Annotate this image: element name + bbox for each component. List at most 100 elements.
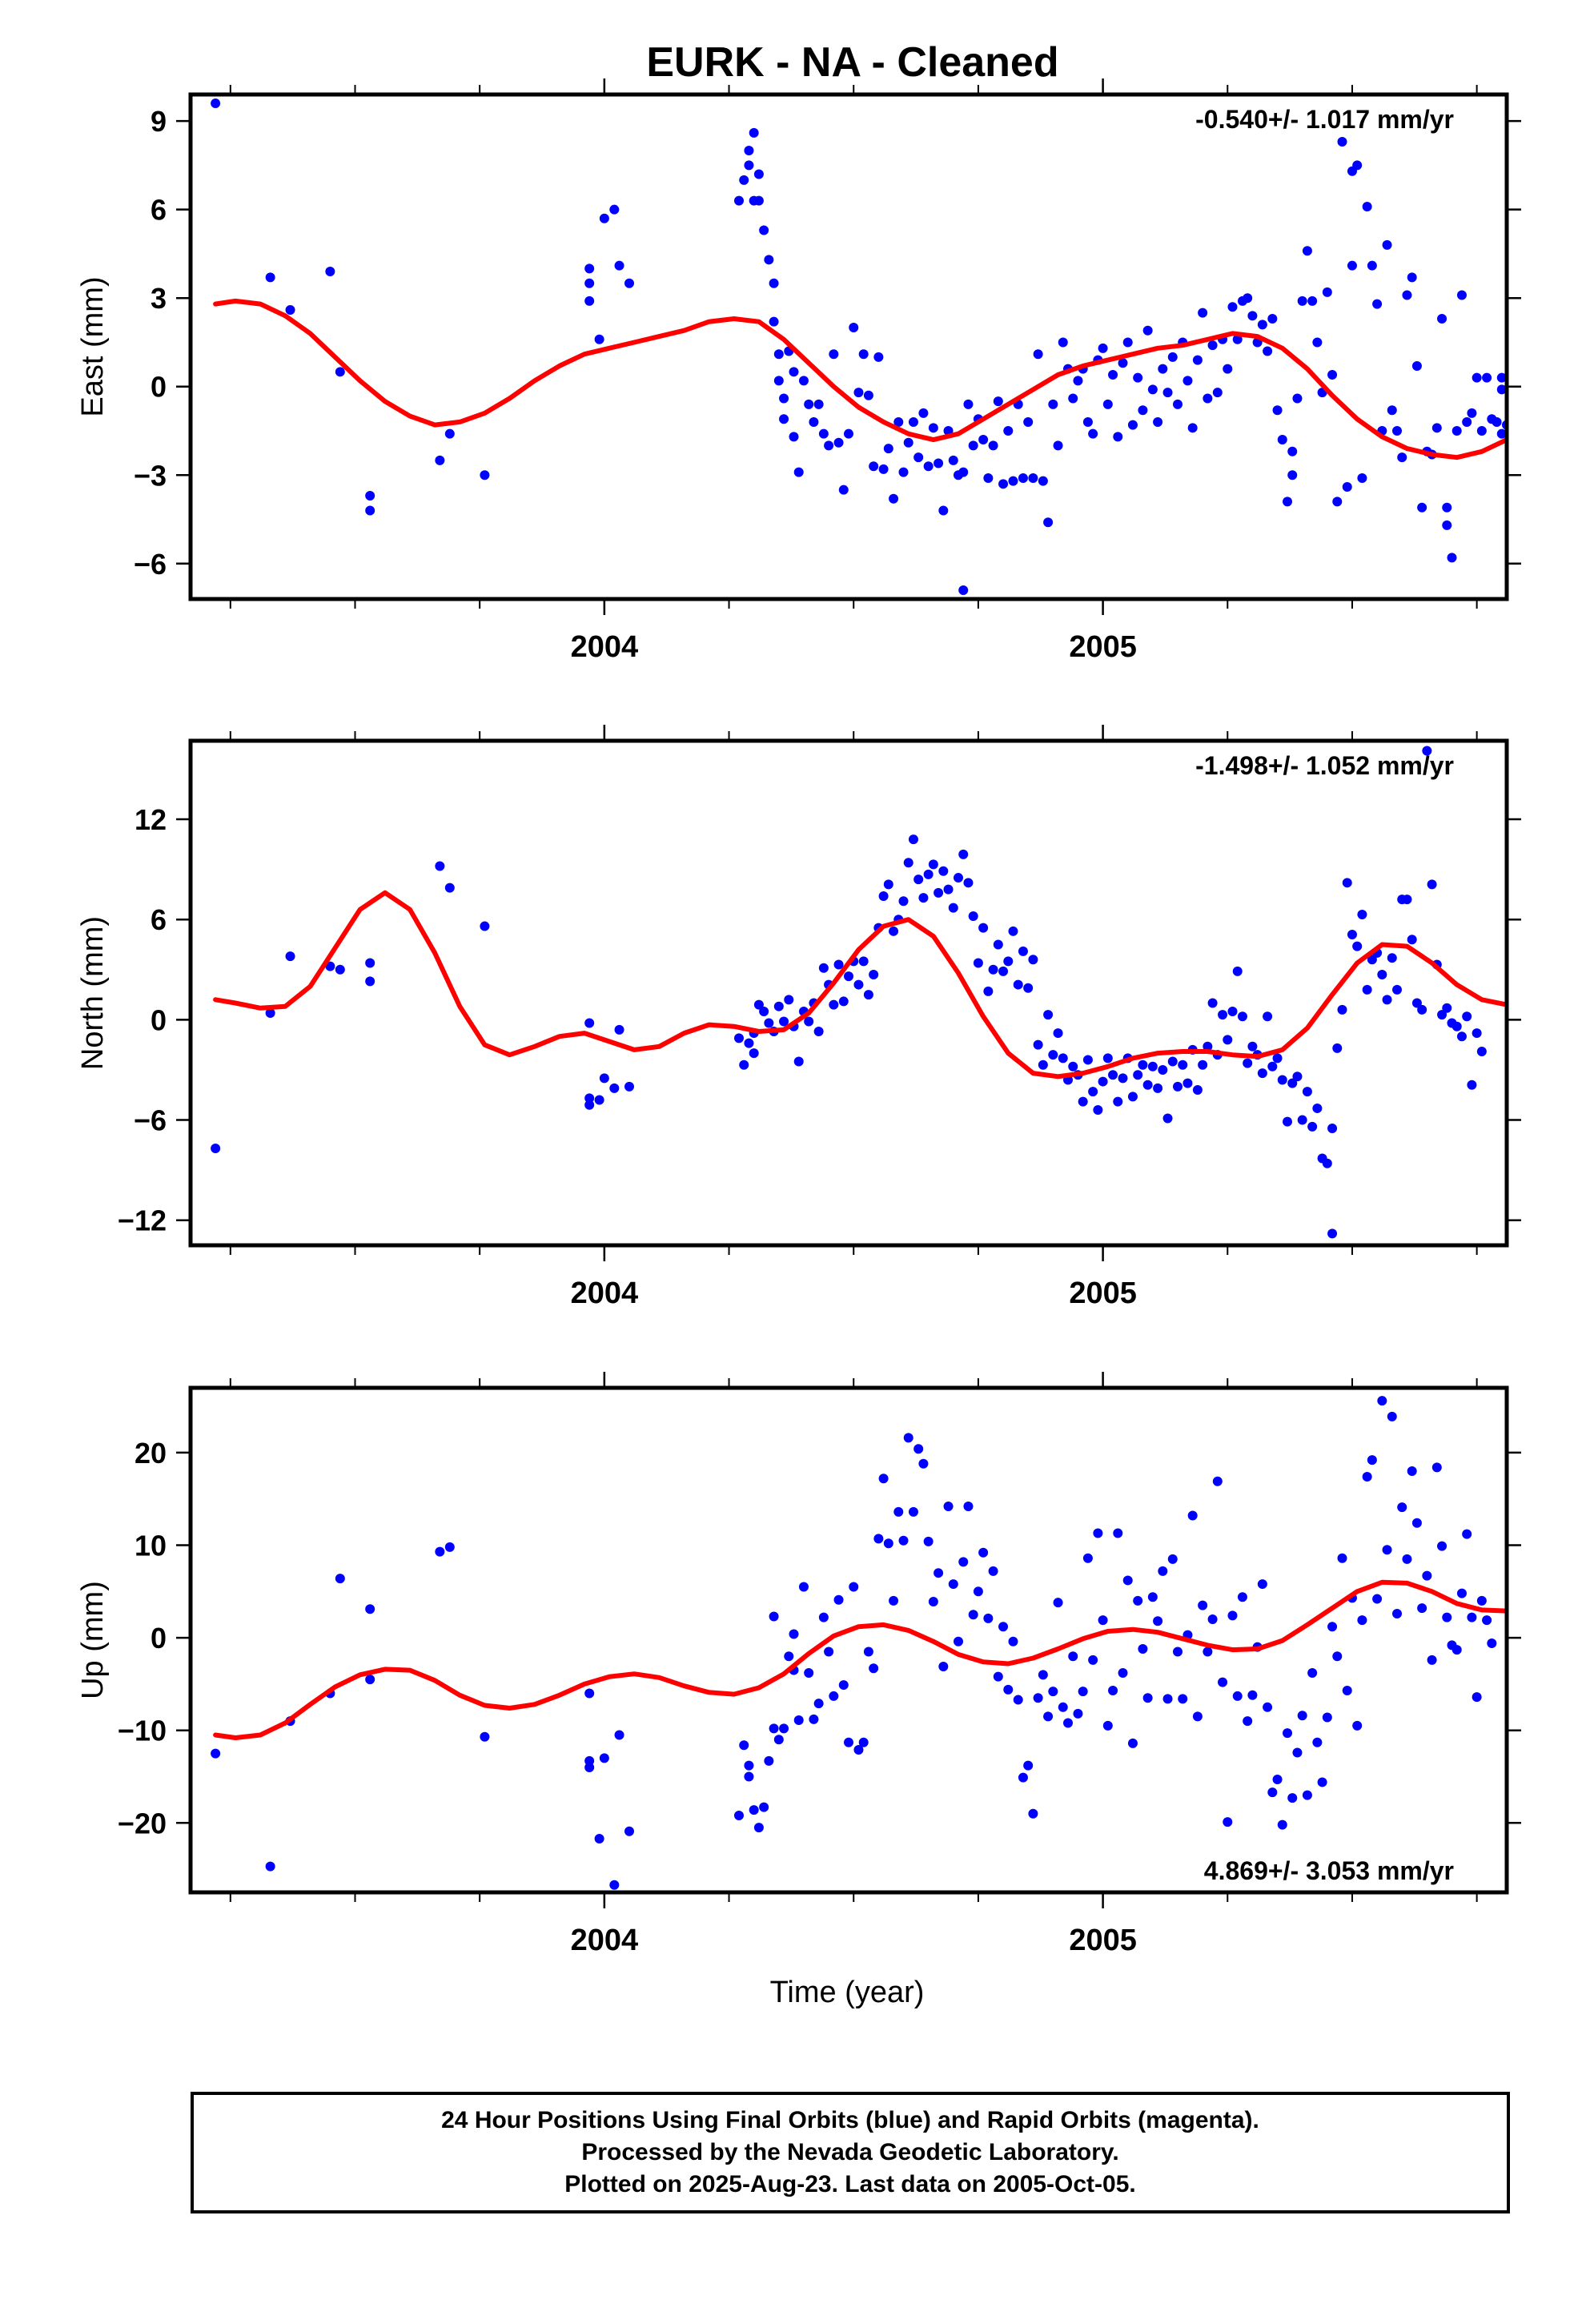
data-point bbox=[1297, 1115, 1307, 1125]
data-point bbox=[584, 1100, 595, 1110]
footer-line-1: 24 Hour Positions Using Final Orbits (bl… bbox=[441, 2107, 1259, 2133]
data-point bbox=[1263, 1011, 1273, 1022]
y-tick-label: −20 bbox=[118, 1807, 167, 1839]
data-point bbox=[1078, 1687, 1088, 1697]
data-point bbox=[1018, 946, 1028, 956]
data-point bbox=[1133, 372, 1143, 383]
data-point bbox=[809, 416, 819, 427]
data-point bbox=[1227, 1610, 1238, 1621]
data-point bbox=[1053, 1028, 1063, 1039]
data-point bbox=[480, 470, 490, 480]
data-point bbox=[285, 951, 295, 962]
data-point bbox=[978, 435, 989, 445]
data-point bbox=[1327, 1622, 1338, 1632]
data-point bbox=[1292, 1747, 1303, 1758]
data-point bbox=[1307, 296, 1318, 306]
data-point bbox=[1167, 1056, 1178, 1067]
data-point bbox=[804, 399, 814, 409]
data-point bbox=[1088, 1087, 1098, 1097]
data-point bbox=[1431, 1462, 1442, 1473]
data-point bbox=[1427, 879, 1437, 890]
data-point bbox=[1237, 1592, 1247, 1602]
data-point bbox=[1033, 1039, 1043, 1050]
y-tick-label: 0 bbox=[151, 1622, 167, 1655]
y-tick-label: 0 bbox=[151, 371, 167, 404]
data-point bbox=[1023, 983, 1034, 993]
data-point bbox=[1182, 376, 1193, 386]
data-point bbox=[1008, 476, 1018, 486]
data-point bbox=[1058, 1702, 1068, 1712]
data-point bbox=[764, 1755, 774, 1766]
data-point bbox=[759, 1006, 769, 1016]
data-point bbox=[773, 349, 784, 360]
data-point bbox=[1377, 970, 1387, 980]
data-point bbox=[1247, 311, 1258, 321]
data-point bbox=[1402, 895, 1412, 905]
data-point bbox=[1232, 1691, 1243, 1701]
y-tick-label: 6 bbox=[151, 194, 167, 227]
data-point bbox=[928, 859, 938, 870]
data-point bbox=[744, 1038, 754, 1048]
data-point bbox=[988, 964, 998, 975]
data-point bbox=[1337, 136, 1347, 147]
data-point bbox=[1476, 1047, 1487, 1057]
data-point bbox=[444, 428, 455, 439]
data-point bbox=[1456, 290, 1467, 300]
y-tick-label: −3 bbox=[134, 459, 167, 492]
data-point bbox=[1102, 1720, 1113, 1731]
data-point bbox=[784, 995, 794, 1005]
data-point bbox=[793, 467, 804, 477]
data-point bbox=[365, 958, 375, 968]
data-point bbox=[1133, 1595, 1143, 1606]
data-point bbox=[614, 1024, 624, 1035]
data-point bbox=[1138, 1643, 1148, 1654]
data-point bbox=[934, 458, 944, 468]
data-point bbox=[793, 1056, 804, 1067]
data-point bbox=[773, 376, 784, 386]
data-point bbox=[998, 479, 1009, 489]
data-point bbox=[1462, 1011, 1472, 1022]
data-point bbox=[1476, 1595, 1487, 1606]
data-point bbox=[1472, 372, 1482, 383]
data-point bbox=[1417, 1004, 1427, 1015]
data-point bbox=[958, 1557, 969, 1567]
data-point bbox=[878, 891, 889, 902]
data-point bbox=[1142, 1080, 1153, 1090]
data-point bbox=[1496, 384, 1507, 395]
data-point bbox=[739, 1740, 749, 1751]
data-point bbox=[1292, 393, 1303, 404]
data-point bbox=[1267, 1061, 1278, 1072]
data-point bbox=[898, 467, 909, 477]
data-point bbox=[1322, 1712, 1332, 1723]
data-point bbox=[789, 367, 799, 377]
data-point bbox=[211, 1748, 221, 1759]
x-tick-label: 2005 bbox=[1069, 1924, 1137, 1957]
data-point bbox=[813, 1026, 824, 1036]
data-point bbox=[624, 1826, 634, 1836]
data-point bbox=[838, 1680, 849, 1691]
data-point bbox=[1187, 1510, 1198, 1521]
data-point bbox=[1023, 1760, 1034, 1771]
data-point bbox=[1153, 1616, 1163, 1626]
data-point bbox=[1402, 290, 1412, 300]
data-point bbox=[744, 160, 754, 171]
data-point bbox=[963, 399, 974, 409]
data-point bbox=[739, 175, 749, 185]
data-point bbox=[779, 1016, 789, 1027]
data-point bbox=[594, 334, 604, 344]
data-point bbox=[1277, 435, 1287, 445]
data-point bbox=[878, 1474, 889, 1484]
data-point bbox=[1352, 941, 1363, 951]
data-point bbox=[1053, 440, 1063, 451]
x-tick-label: 2004 bbox=[571, 1924, 639, 1957]
data-point bbox=[1098, 343, 1108, 353]
data-point bbox=[1142, 325, 1153, 336]
data-point bbox=[1003, 1684, 1014, 1695]
x-tick-label: 2005 bbox=[1069, 1277, 1137, 1310]
data-point bbox=[1327, 1228, 1338, 1239]
data-point bbox=[1452, 426, 1462, 436]
data-point bbox=[1287, 446, 1298, 456]
data-point bbox=[948, 1579, 958, 1590]
data-point bbox=[435, 1546, 445, 1557]
data-point bbox=[1452, 1021, 1462, 1031]
